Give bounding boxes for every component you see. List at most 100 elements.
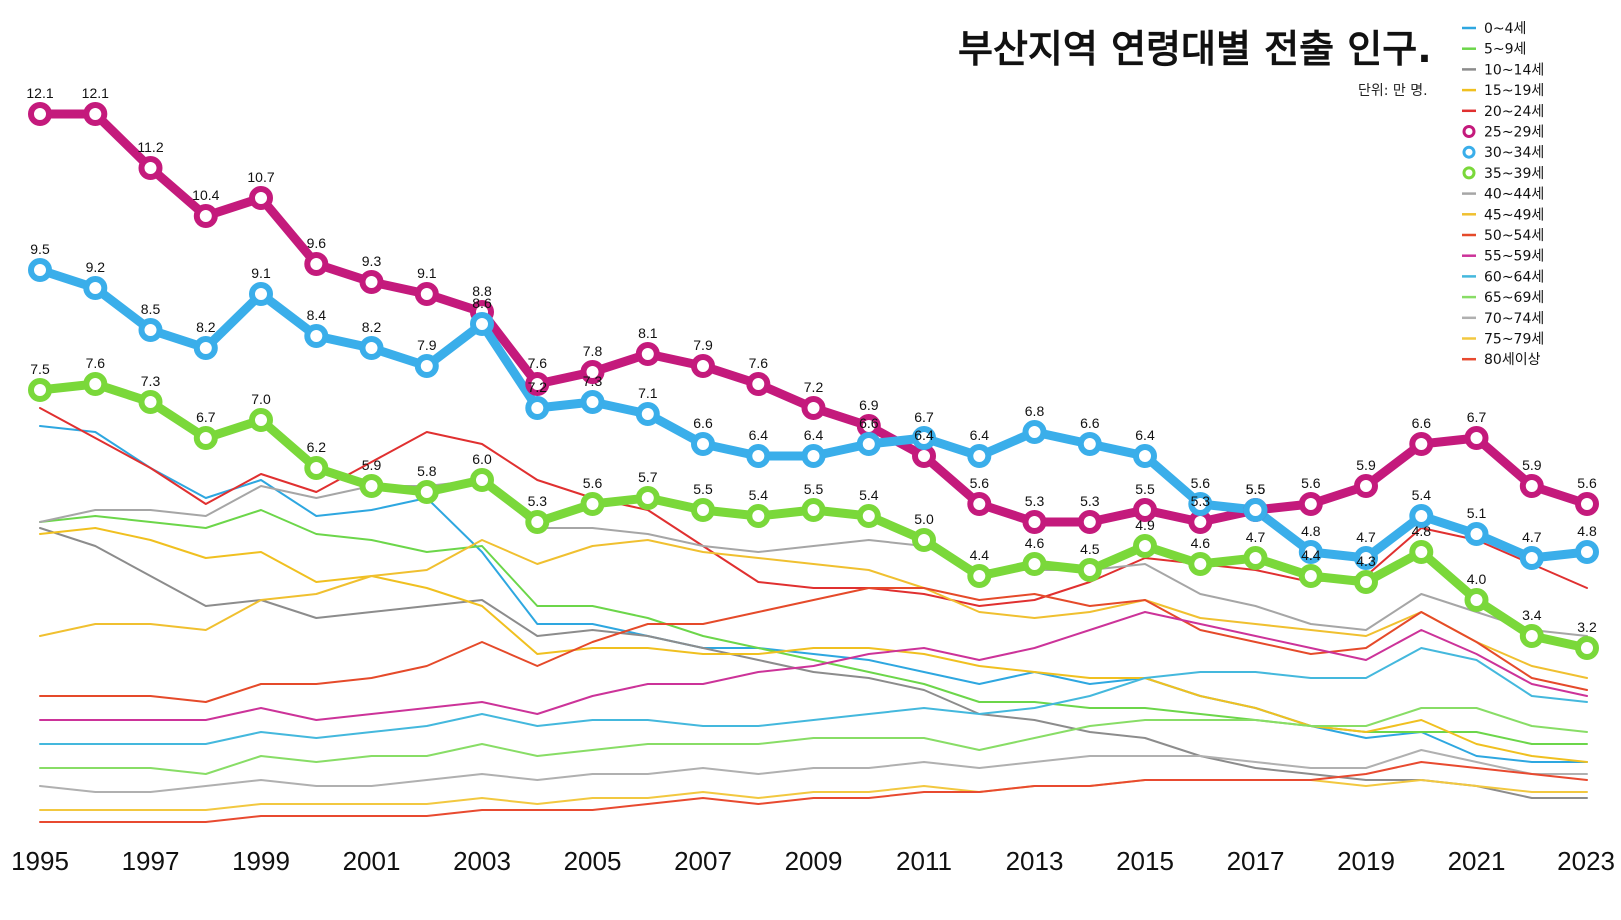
data-label-25~29세-2017: 5.5 — [1246, 481, 1266, 497]
data-label-30~34세-2012: 6.4 — [970, 427, 990, 443]
legend-label-65~69세: 65~69세 — [1484, 290, 1544, 306]
data-label-35~39세-2002: 5.8 — [417, 463, 437, 479]
data-label-30~34세-2001: 8.2 — [362, 319, 382, 335]
x-tick-label-2017: 2017 — [1227, 846, 1285, 876]
data-label-25~29세-1995: 12.1 — [26, 85, 53, 101]
data-point-35~39세-2017 — [1243, 546, 1268, 570]
data-point-25~29세-2018 — [1298, 492, 1323, 516]
data-label-25~29세-2023: 5.6 — [1577, 475, 1597, 491]
data-point-30~34세-2018 — [1298, 540, 1323, 564]
data-label-25~29세-1996: 12.1 — [82, 85, 109, 101]
data-label-35~39세-2022: 3.4 — [1522, 607, 1542, 623]
data-label-30~34세-2000: 8.4 — [307, 307, 327, 323]
data-label-25~29세-2016: 5.3 — [1191, 493, 1211, 509]
data-point-35~39세-1997 — [138, 390, 163, 414]
data-label-30~34세-2023: 4.8 — [1577, 523, 1597, 539]
legend-label-35~39세: 35~39세 — [1484, 166, 1544, 182]
legend-marker-35~39세 — [1462, 166, 1476, 180]
data-label-25~29세-2002: 9.1 — [417, 265, 437, 281]
data-point-30~34세-1999 — [249, 282, 273, 306]
data-point-35~39세-2023 — [1575, 636, 1599, 660]
data-label-30~34세-1995: 9.5 — [30, 241, 50, 257]
legend-label-40~44세: 40~44세 — [1484, 187, 1544, 203]
data-point-25~29세-2006 — [635, 342, 660, 366]
data-point-35~39세-2013 — [1022, 552, 1047, 576]
data-point-35~39세-2008 — [746, 504, 771, 528]
chart-title: 부산지역 연령대별 전출 인구. — [958, 27, 1432, 71]
x-tick-label-2009: 2009 — [785, 846, 843, 876]
data-point-35~39세-2014 — [1077, 558, 1102, 582]
data-point-30~34세-2006 — [635, 402, 660, 426]
data-label-35~39세-2004: 5.3 — [528, 493, 548, 509]
data-point-25~29세-1996 — [83, 102, 108, 126]
series-line-80세이상 — [39, 761, 1588, 823]
data-point-25~29세-2020 — [1409, 432, 1434, 456]
data-label-25~29세-2019: 5.9 — [1356, 457, 1376, 473]
data-point-35~39세-2015 — [1133, 534, 1157, 558]
data-point-35~39세-1995 — [28, 378, 52, 402]
legend-label-10~14세: 10~14세 — [1484, 62, 1544, 78]
data-point-30~34세-2009 — [801, 444, 826, 468]
data-label-25~29세-2004: 7.6 — [528, 355, 548, 371]
x-axis: 1995 1997 1999 2001 2003 2005 2007 2009 2011 2013… — [11, 846, 1615, 876]
data-label-30~34세-1998: 8.2 — [196, 319, 216, 335]
data-label-25~29세-2001: 9.3 — [362, 253, 382, 269]
data-point-25~29세-2019 — [1354, 474, 1378, 498]
data-point-25~29세-2005 — [580, 360, 605, 384]
data-label-30~34세-1997: 8.5 — [141, 301, 161, 317]
data-label-25~29세-2005: 7.8 — [583, 343, 603, 359]
data-label-35~39세-2011: 5.0 — [914, 511, 934, 527]
legend-label-20~24세: 20~24세 — [1484, 104, 1544, 120]
data-label-30~34세-2016: 5.6 — [1191, 475, 1211, 491]
data-label-25~29세-2021: 6.7 — [1467, 409, 1487, 425]
series-line-15~19세 — [39, 527, 1588, 763]
x-tick-label-1995: 1995 — [11, 846, 69, 876]
data-point-35~39세-2022 — [1519, 624, 1544, 648]
data-label-30~34세-2022: 4.7 — [1522, 529, 1542, 545]
data-label-35~39세-1995: 7.5 — [30, 361, 50, 377]
data-label-25~29세-2003: 8.8 — [472, 283, 492, 299]
data-label-25~29세-2011: 6.4 — [914, 427, 934, 443]
data-point-35~39세-2018 — [1298, 564, 1323, 588]
data-point-25~29세-2012 — [967, 492, 992, 516]
data-point-35~39세-2002 — [414, 480, 439, 504]
data-point-35~39세-2007 — [691, 498, 715, 522]
data-point-35~39세-2000 — [304, 456, 329, 480]
data-point-35~39세-2020 — [1409, 540, 1434, 564]
data-label-30~34세-2002: 7.9 — [417, 337, 437, 353]
data-label-35~39세-2008: 5.4 — [749, 487, 769, 503]
x-tick-label-2015: 2015 — [1116, 846, 1174, 876]
data-point-25~29세-2023 — [1575, 492, 1599, 516]
data-point-25~29세-2022 — [1519, 474, 1544, 498]
data-point-30~34세-2013 — [1022, 420, 1047, 444]
data-point-30~34세-2008 — [746, 444, 771, 468]
data-point-30~34세-1996 — [83, 276, 108, 300]
data-label-25~29세-2020: 6.6 — [1412, 415, 1432, 431]
data-label-35~39세-2000: 6.2 — [307, 439, 327, 455]
data-point-25~29세-2008 — [746, 372, 771, 396]
legend-label-5~9세: 5~9세 — [1484, 42, 1526, 58]
data-point-35~39세-2016 — [1188, 552, 1213, 576]
series-line-40~44세 — [39, 479, 1588, 637]
legend-marker-25~29세 — [1462, 125, 1476, 138]
data-point-35~39세-2021 — [1464, 588, 1489, 612]
data-label-35~39세-2018: 4.4 — [1301, 547, 1321, 563]
data-label-25~29세-2008: 7.6 — [749, 355, 769, 371]
data-label-35~39세-2001: 5.9 — [362, 457, 382, 473]
x-tick-label-2011: 2011 — [896, 846, 952, 876]
series-line-75~79세 — [39, 779, 1588, 811]
data-labels: 12.1 12.1 11.2 10.4 10.7 9.6 9.3 9.1 8.8 7.6 7.8 8.… — [26, 85, 1597, 635]
data-label-35~39세-2007: 5.5 — [693, 481, 713, 497]
data-label-30~34세-2006: 7.1 — [638, 385, 658, 401]
series-line-45~49세 — [39, 539, 1588, 679]
data-label-35~39세-2019: 4.3 — [1356, 553, 1376, 569]
legend-label-75~79세: 75~79세 — [1484, 332, 1544, 348]
data-point-30~34세-2016 — [1188, 492, 1213, 516]
legend: 0~4세 5~9세 10~14세 15~19세 20~24세 25~29세 30~34세 35… — [1462, 21, 1544, 368]
x-tick-label-2019: 2019 — [1337, 846, 1395, 876]
data-point-30~34세-2007 — [691, 432, 715, 456]
data-point-30~34세-2010 — [856, 432, 881, 456]
series-line-55~59세 — [39, 611, 1588, 721]
data-label-30~34세-2007: 6.6 — [693, 415, 713, 431]
